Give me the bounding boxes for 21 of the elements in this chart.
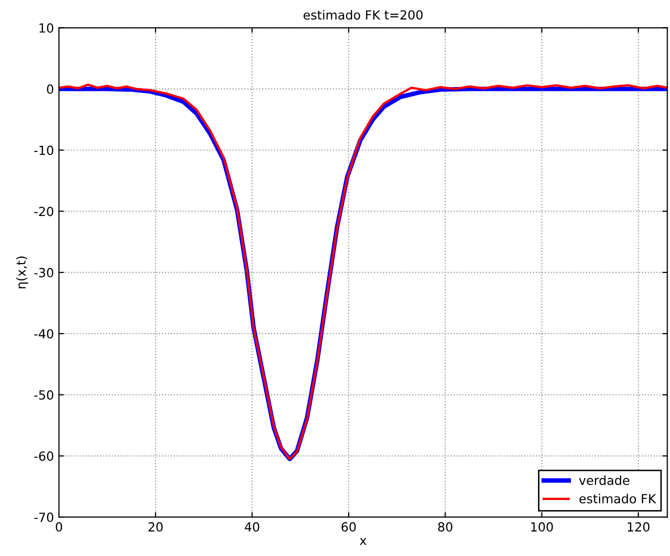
x-tick-label: 120 [628,522,650,532]
y-tick-label: 10 [40,23,54,33]
x-axis-title: x [360,538,366,545]
y-tick-label: -50 [34,390,54,400]
legend-label: estimado FK [579,494,656,504]
y-tick-label: -20 [34,206,54,216]
legend-label: verdade [579,475,630,486]
x-tick-label: 20 [148,522,163,532]
chart-title: estimado FK t=200 [304,10,423,20]
x-tick-label: 60 [342,522,356,532]
y-tick-label: -30 [34,268,54,278]
y-tick-label: -70 [34,512,54,522]
x-tick-label: 100 [531,522,553,532]
x-tick-label: 40 [244,522,260,532]
x-tick-label: 80 [438,522,452,532]
y-tick-label: -60 [34,451,54,461]
y-tick-label: -40 [34,329,54,339]
y-axis-title: η(x,t) [16,256,28,288]
y-tick-label: -10 [34,146,54,156]
y-tick-label: 0 [46,84,54,94]
x-tick-label: 0 [56,522,62,532]
